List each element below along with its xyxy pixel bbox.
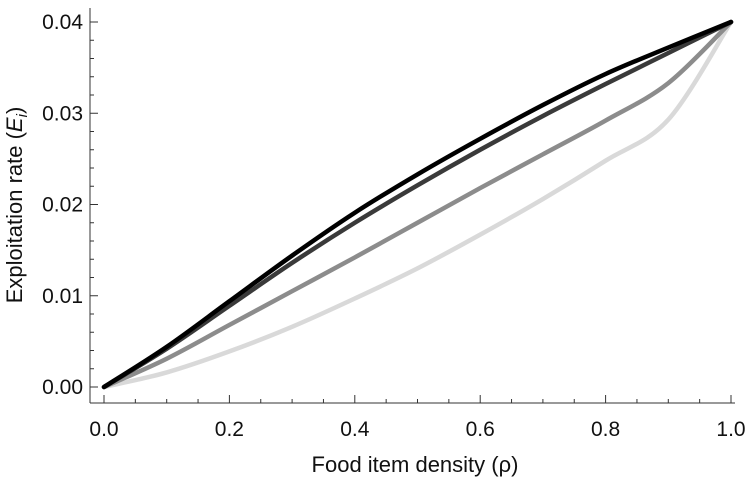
x-tick-labels: 0.0 0.2 0.4 0.6 0.8 1.0 bbox=[89, 418, 745, 441]
y-tick-label: 0.02 bbox=[42, 194, 83, 217]
x-tick-label: 0.2 bbox=[215, 418, 244, 441]
y-axis-title-suffix: ) bbox=[2, 107, 27, 114]
series-line-4 bbox=[101, 19, 734, 390]
y-axis-title-prefix: Exploitation rate ( bbox=[2, 131, 27, 303]
x-tick-label: 0.0 bbox=[89, 418, 118, 441]
y-tick-labels: 0.00 0.01 0.02 0.03 0.04 bbox=[42, 11, 83, 399]
x-tick-label: 0.6 bbox=[466, 418, 495, 441]
x-tick-label: 1.0 bbox=[716, 418, 745, 441]
series-line-1 bbox=[101, 19, 734, 390]
x-tick-label: 0.8 bbox=[591, 418, 620, 441]
y-axis-title: Exploitation rate (Ei) bbox=[2, 107, 31, 304]
y-tick-label: 0.04 bbox=[42, 11, 83, 34]
y-axis-title-symbol: E bbox=[2, 117, 27, 132]
x-axis-title: Food item density (ρ) bbox=[312, 452, 519, 477]
y-tick-label: 0.03 bbox=[42, 102, 83, 125]
axes bbox=[89, 8, 735, 404]
series-group bbox=[101, 19, 734, 390]
ticks bbox=[90, 21, 732, 403]
series-line-2 bbox=[101, 19, 734, 390]
x-tick-label: 0.4 bbox=[340, 418, 370, 441]
y-tick-label: 0.00 bbox=[42, 376, 83, 399]
y-tick-label: 0.01 bbox=[42, 285, 83, 308]
y-axis-title-subscript: i bbox=[14, 113, 31, 117]
series-line-3 bbox=[101, 19, 734, 390]
